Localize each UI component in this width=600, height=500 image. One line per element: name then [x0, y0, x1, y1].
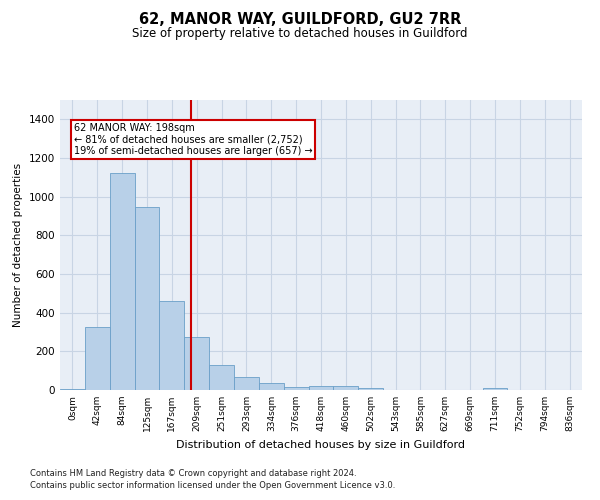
- Text: Size of property relative to detached houses in Guildford: Size of property relative to detached ho…: [132, 28, 468, 40]
- Text: 62, MANOR WAY, GUILDFORD, GU2 7RR: 62, MANOR WAY, GUILDFORD, GU2 7RR: [139, 12, 461, 28]
- Bar: [284, 386, 308, 390]
- X-axis label: Distribution of detached houses by size in Guildford: Distribution of detached houses by size …: [176, 440, 466, 450]
- Bar: [60, 389, 85, 390]
- Text: Contains HM Land Registry data © Crown copyright and database right 2024.: Contains HM Land Registry data © Crown c…: [30, 468, 356, 477]
- Bar: [110, 174, 134, 390]
- Bar: [234, 378, 259, 390]
- Y-axis label: Number of detached properties: Number of detached properties: [13, 163, 23, 327]
- Bar: [85, 327, 110, 390]
- Bar: [482, 388, 508, 390]
- Bar: [134, 208, 160, 390]
- Bar: [259, 382, 284, 390]
- Text: 62 MANOR WAY: 198sqm
← 81% of detached houses are smaller (2,752)
19% of semi-de: 62 MANOR WAY: 198sqm ← 81% of detached h…: [74, 123, 312, 156]
- Bar: [358, 388, 383, 390]
- Bar: [334, 386, 358, 390]
- Text: Contains public sector information licensed under the Open Government Licence v3: Contains public sector information licen…: [30, 481, 395, 490]
- Bar: [184, 337, 209, 390]
- Bar: [308, 386, 334, 390]
- Bar: [160, 301, 184, 390]
- Bar: [209, 365, 234, 390]
